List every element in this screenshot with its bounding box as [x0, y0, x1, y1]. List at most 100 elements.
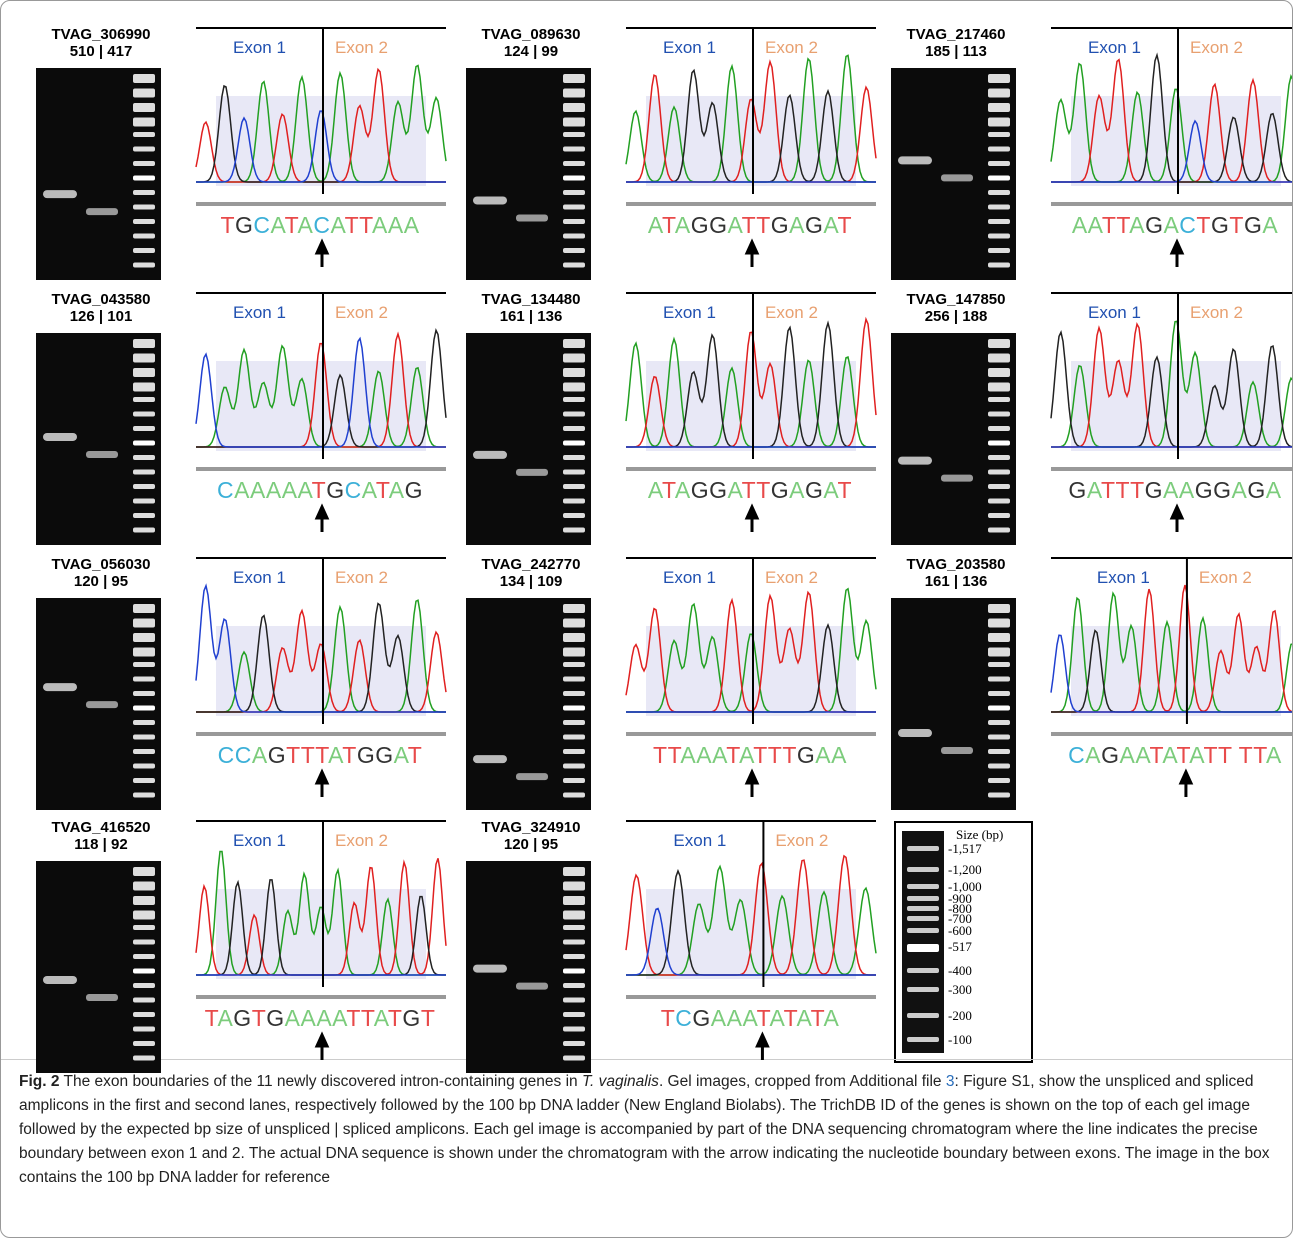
trace — [626, 907, 876, 976]
gene-id: TVAG_242770 — [481, 556, 581, 573]
ladder-band — [563, 1041, 585, 1046]
ladder-band — [133, 455, 155, 460]
band — [473, 964, 507, 973]
arrow — [314, 238, 330, 267]
ladder-band — [988, 440, 1010, 446]
ladder-band — [988, 527, 1010, 533]
ladder-band — [563, 691, 585, 696]
band — [516, 468, 548, 476]
gene-panel: TVAG_217460 185 | 113 Exon 1 Exon 2 AATTAGAC… — [886, 26, 1292, 288]
ladder-band — [988, 219, 1010, 224]
ladder-band — [133, 662, 155, 667]
ladder-band — [133, 983, 155, 988]
band — [941, 174, 973, 182]
panel-graphics — [466, 27, 877, 280]
ladder-band — [133, 1055, 155, 1061]
arrow — [744, 503, 760, 532]
baseline-bar — [196, 202, 446, 206]
ladder-band — [133, 484, 155, 489]
ladder-band — [133, 997, 155, 1003]
ladder-band — [133, 440, 155, 446]
ladder-band — [563, 939, 585, 945]
panel-graphics — [36, 557, 447, 810]
trace — [196, 110, 446, 183]
ladder-band — [133, 88, 155, 98]
amplicon-sizes: 161 | 136 — [924, 573, 988, 590]
ladder-band — [563, 426, 585, 431]
baseline-bar — [1051, 467, 1292, 471]
ladder-band — [988, 792, 1010, 798]
ladder-band — [133, 604, 155, 613]
ladder-band — [907, 916, 939, 921]
gene-id: TVAG_324910 — [481, 819, 581, 836]
band — [86, 450, 118, 458]
ladder-band — [988, 633, 1010, 642]
exon-label: Exon 2 — [335, 38, 388, 57]
ladder-band — [133, 233, 155, 239]
trace — [1050, 634, 1292, 713]
quality-bars — [216, 889, 426, 979]
ladder-band — [907, 1037, 939, 1042]
band — [516, 982, 548, 990]
exon-label: Exon 2 — [1190, 38, 1243, 57]
ladder-band — [988, 662, 1010, 667]
caption-text: . Gel images, cropped from Additional fi… — [658, 1073, 946, 1090]
gene-panel: TVAG_242770 134 | 109 Exon 1 Exon 2 TTAAATAT… — [461, 556, 881, 818]
ladder-band — [563, 204, 585, 210]
quality-bars — [216, 96, 426, 186]
panel-graphics — [36, 292, 447, 545]
ladder-band — [907, 928, 939, 933]
ladder-band — [563, 382, 585, 392]
ladder-band — [563, 968, 585, 974]
arrow — [755, 1031, 770, 1060]
panel-graphics — [36, 820, 447, 1073]
arrow — [314, 1031, 330, 1060]
baseline-bar — [196, 467, 446, 471]
quality-bars — [1071, 96, 1281, 186]
gene-panel: TVAG_089630 124 | 99 Exon 1 Exon 2 ATAGGATTG… — [461, 26, 881, 288]
baseline-bar — [1051, 202, 1292, 206]
ladder-band — [133, 925, 155, 930]
sequence: CAGAATATATT TTA — [1068, 742, 1282, 768]
band — [516, 214, 548, 222]
ladder-band — [563, 705, 585, 711]
ladder-band — [988, 469, 1010, 475]
amplicon-sizes: 256 | 188 — [924, 308, 988, 325]
trace — [1051, 320, 1292, 448]
ladder-band — [988, 248, 1010, 253]
ladder-band — [563, 1026, 585, 1032]
trace — [1051, 119, 1292, 183]
band — [43, 432, 77, 441]
ladder-band — [563, 88, 585, 98]
ladder-band — [907, 944, 939, 952]
ladder-size: -900 — [948, 891, 972, 906]
arrow — [314, 503, 330, 532]
ladder-band — [988, 763, 1010, 769]
ladder-band — [563, 175, 585, 181]
ladder-band — [988, 175, 1010, 181]
ladder-band — [563, 219, 585, 224]
ladder-band — [988, 382, 1010, 392]
gene-panel: TVAG_306990 510 | 417 Exon 1 Exon 2 TGCATACA… — [31, 26, 451, 288]
gene-id: TVAG_134480 — [481, 291, 581, 308]
ladder-band — [563, 353, 585, 363]
caption-link[interactable]: 3 — [945, 1073, 955, 1090]
amplicon-sizes: 118 | 92 — [74, 836, 128, 853]
ladder-band — [988, 339, 1010, 348]
ladder-band — [988, 513, 1010, 518]
baseline-bar — [1051, 732, 1292, 736]
band — [516, 773, 548, 781]
trace — [626, 587, 877, 713]
ladder-band — [563, 262, 585, 268]
band — [86, 701, 118, 709]
ladder-band — [988, 604, 1010, 613]
ladder-band — [988, 426, 1010, 431]
ladder-band — [133, 262, 155, 268]
band — [473, 196, 507, 205]
baseline-bar — [196, 995, 446, 999]
band — [898, 156, 932, 165]
gene-panel: TVAG_203580 161 | 136 Exon 1 Exon 2 CAGAATAT… — [886, 556, 1292, 818]
ladder-band — [133, 426, 155, 431]
ladder-band — [563, 792, 585, 798]
sequence: GATTTGAAGGAGA — [1068, 477, 1282, 503]
